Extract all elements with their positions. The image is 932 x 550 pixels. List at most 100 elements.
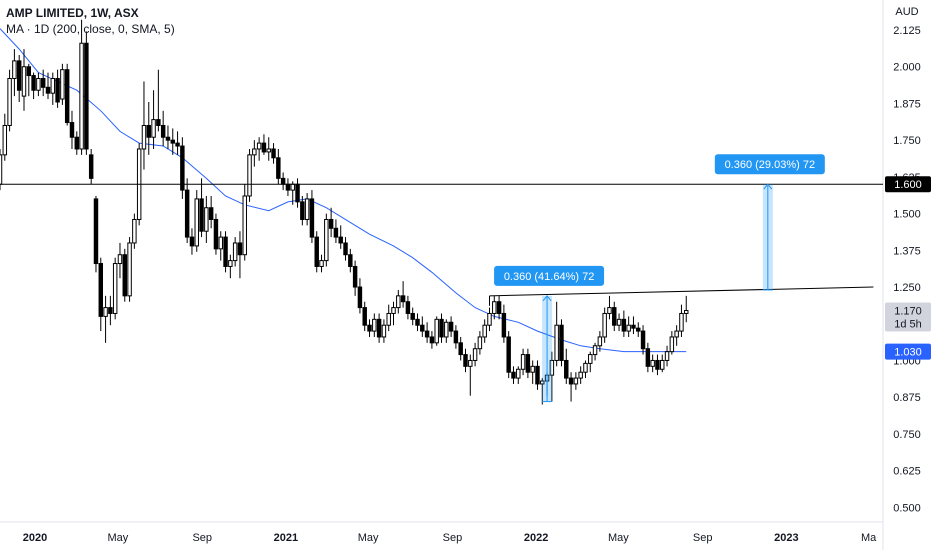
candle-body bbox=[679, 312, 684, 332]
ma-value-badge: 1.030 bbox=[885, 343, 931, 360]
candle-body bbox=[607, 307, 612, 314]
candle-body bbox=[300, 201, 305, 220]
candle bbox=[616, 313, 622, 332]
candle-body bbox=[223, 236, 228, 267]
candle bbox=[141, 81, 147, 170]
candle-body bbox=[664, 351, 670, 361]
price-tick-label: 0.625 bbox=[893, 466, 921, 478]
candle-body bbox=[564, 359, 569, 379]
price-axis-currency: AUD bbox=[895, 6, 918, 18]
candle bbox=[554, 301, 559, 367]
indicator-legend[interactable]: MA · 1D (200, close, 0, SMA, 5) bbox=[6, 22, 175, 36]
drawings-layer[interactable]: 0.360 (41.64%) 72 0.360 (29.03%) 72 bbox=[0, 154, 883, 403]
candle bbox=[472, 342, 478, 367]
candle-body bbox=[602, 312, 607, 338]
candle-body bbox=[592, 345, 598, 356]
candle-body bbox=[204, 207, 209, 232]
candle bbox=[511, 366, 516, 384]
candle bbox=[74, 131, 80, 155]
candle bbox=[612, 301, 617, 332]
candle-body bbox=[21, 66, 27, 97]
measure-label: 0.360 (29.03%) 72 bbox=[725, 159, 816, 171]
moving-average-layer bbox=[0, 28, 687, 353]
candle-body bbox=[290, 183, 295, 191]
candle bbox=[501, 304, 507, 343]
candle bbox=[16, 54, 22, 102]
candle-body bbox=[333, 227, 339, 238]
candle bbox=[372, 313, 377, 337]
candle bbox=[607, 295, 612, 320]
candle bbox=[261, 134, 267, 155]
candle bbox=[530, 360, 535, 384]
candle-body bbox=[184, 189, 190, 238]
last-price-badge-text: 1d 5h bbox=[894, 319, 922, 331]
candle-body bbox=[237, 242, 243, 256]
candle-body bbox=[525, 354, 531, 373]
time-tick-label: May bbox=[608, 532, 629, 544]
candle bbox=[660, 354, 665, 373]
time-axis[interactable]: 2020 May Sep 2021 May Sep 2022 May Sep 2023 Ma bbox=[23, 532, 877, 544]
candle-body bbox=[319, 260, 324, 267]
trendline bbox=[489, 286, 874, 297]
candle-body bbox=[55, 77, 60, 103]
candle-body bbox=[146, 124, 151, 138]
candle bbox=[165, 125, 171, 149]
candle bbox=[180, 137, 185, 199]
candle bbox=[247, 148, 252, 202]
candle bbox=[636, 322, 641, 337]
candle-body bbox=[232, 242, 238, 262]
candle bbox=[256, 137, 262, 161]
price-axis[interactable]: AUD2.1252.0001.8751.7501.6251.5001.3751.… bbox=[893, 6, 921, 514]
candle bbox=[146, 101, 151, 155]
candle-body bbox=[122, 254, 127, 297]
candle bbox=[218, 231, 223, 261]
candle-body bbox=[117, 254, 123, 265]
candle bbox=[184, 178, 190, 243]
time-tick-label: Ma bbox=[861, 532, 877, 544]
candle-body bbox=[645, 348, 651, 367]
candle-body bbox=[2, 124, 8, 156]
candle bbox=[429, 331, 435, 349]
candle bbox=[492, 295, 497, 320]
candle bbox=[319, 254, 324, 273]
candle bbox=[621, 310, 627, 337]
candle-body bbox=[285, 183, 291, 191]
candle-body bbox=[26, 66, 32, 77]
candle-body bbox=[180, 145, 185, 191]
candle bbox=[468, 354, 473, 396]
candle bbox=[12, 49, 17, 97]
candle-body bbox=[16, 60, 22, 91]
price-tick-label: 1.750 bbox=[893, 135, 921, 147]
candle-body bbox=[434, 318, 439, 344]
candle-body bbox=[252, 148, 257, 156]
time-tick-label: Sep bbox=[693, 532, 713, 544]
candle-body bbox=[74, 136, 80, 150]
candle-body bbox=[175, 142, 180, 147]
candle bbox=[391, 301, 396, 326]
candle bbox=[444, 319, 449, 343]
candle-body bbox=[520, 354, 526, 370]
candle-body bbox=[386, 312, 391, 326]
candle bbox=[362, 301, 367, 332]
candle bbox=[348, 248, 353, 273]
candle bbox=[684, 295, 689, 323]
candle-body bbox=[458, 342, 463, 356]
measure-label-box bbox=[714, 154, 825, 175]
candle bbox=[50, 72, 56, 105]
candle bbox=[26, 63, 32, 97]
candle-body bbox=[12, 60, 17, 79]
candle-body bbox=[103, 307, 108, 317]
candle-body bbox=[314, 236, 319, 267]
candle-body bbox=[405, 301, 411, 314]
candle bbox=[271, 143, 276, 164]
price-tick-label: 0.875 bbox=[893, 392, 921, 404]
candle bbox=[664, 345, 670, 367]
candle bbox=[559, 319, 564, 367]
level-price-badge-text: 1.600 bbox=[894, 179, 922, 191]
candle-body bbox=[64, 69, 70, 124]
candle-body bbox=[50, 77, 56, 94]
candle bbox=[2, 113, 8, 161]
candle-body bbox=[439, 318, 444, 338]
